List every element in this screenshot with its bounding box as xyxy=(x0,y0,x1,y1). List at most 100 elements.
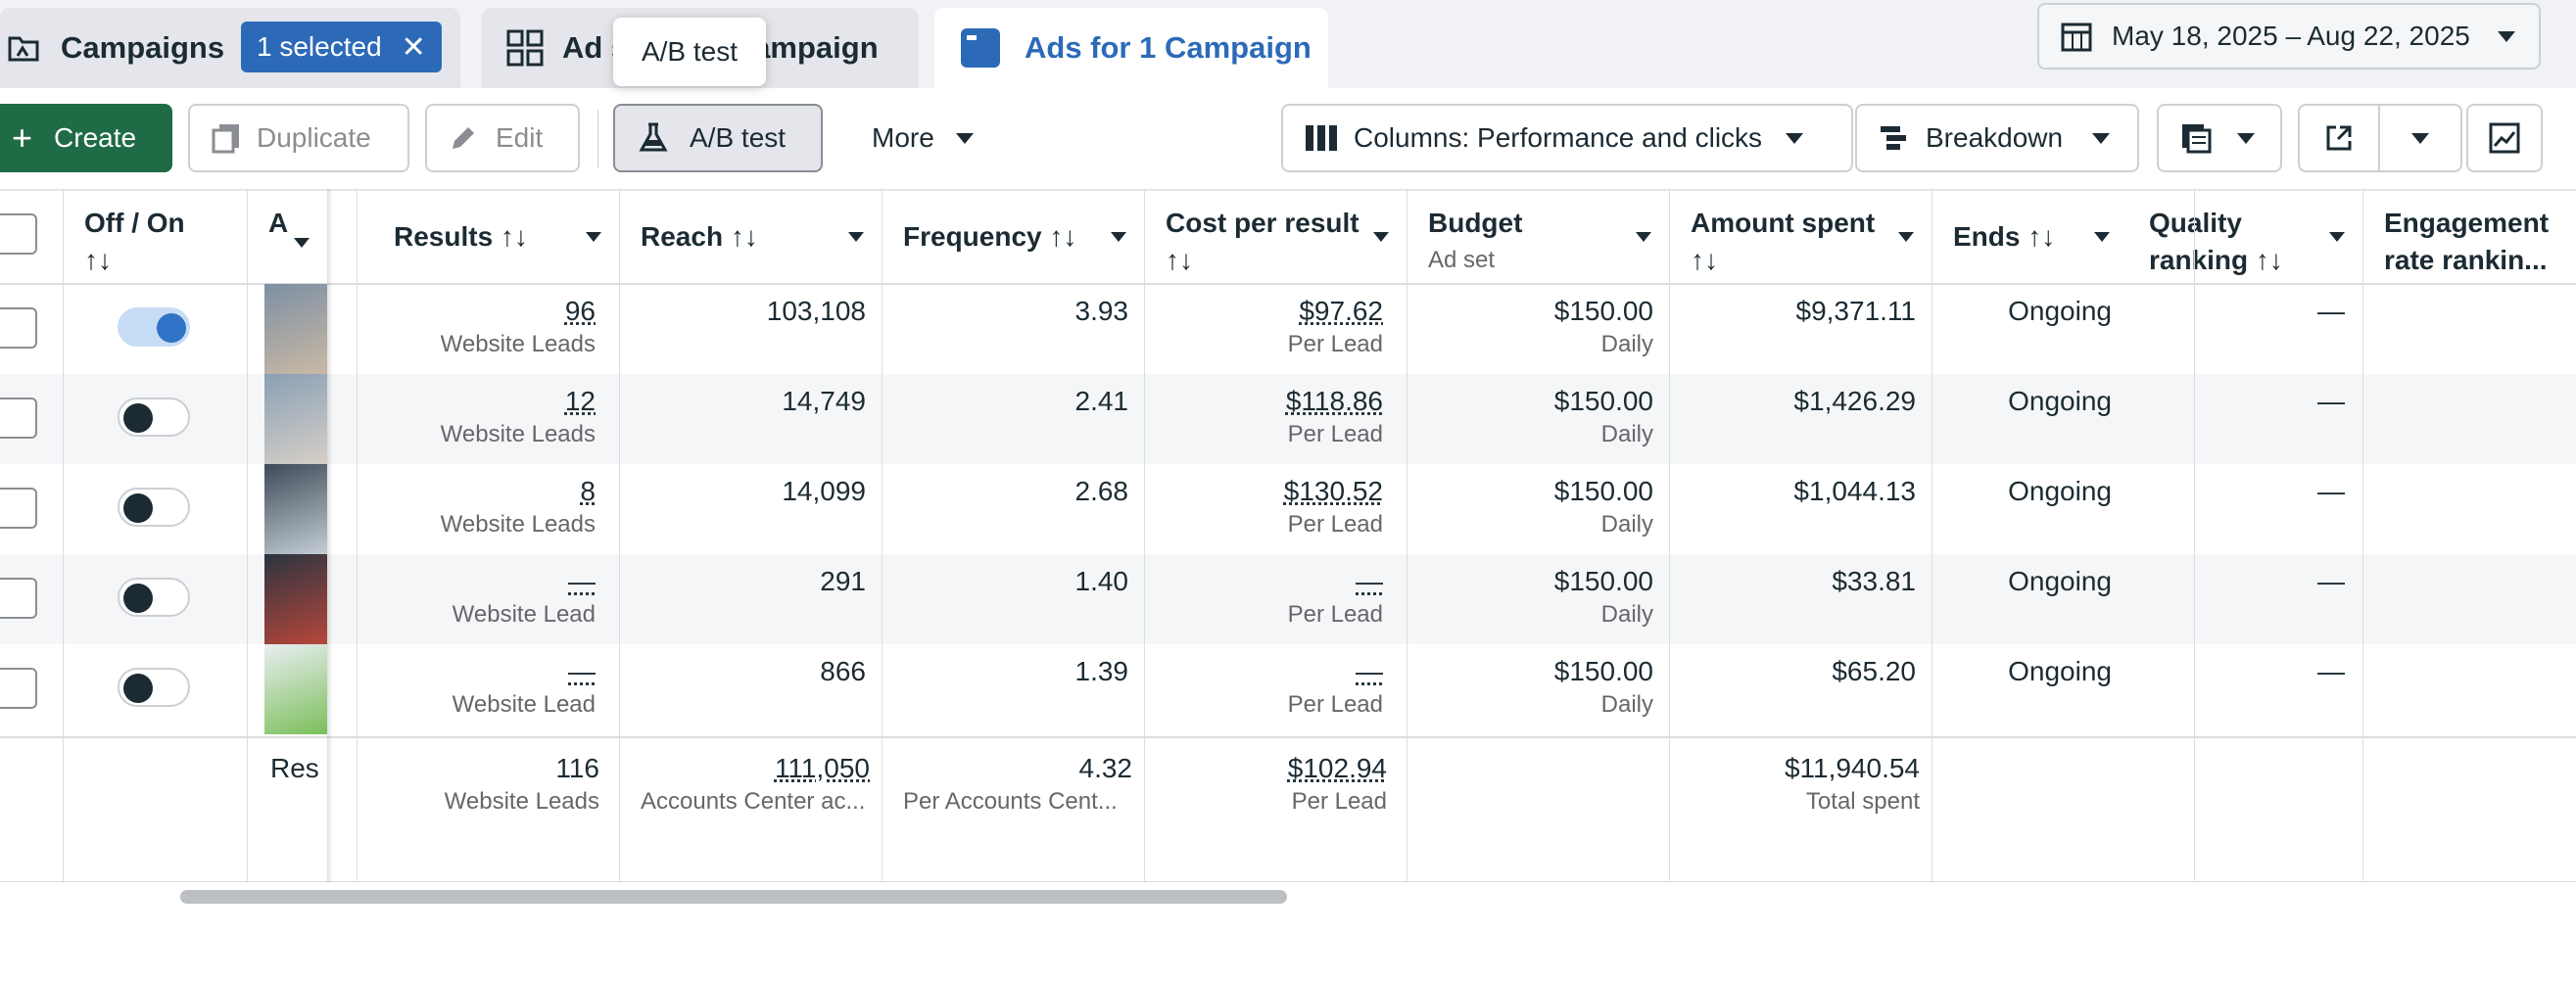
budget-sub: Daily xyxy=(1600,511,1653,538)
results-value[interactable]: 12 xyxy=(564,386,596,416)
chevron-down-icon[interactable] xyxy=(1373,232,1389,242)
on-off-toggle[interactable] xyxy=(118,398,190,437)
row-checkbox[interactable] xyxy=(0,398,37,439)
results-value[interactable]: — xyxy=(568,656,596,686)
on-off-toggle[interactable] xyxy=(118,488,190,527)
row-checkbox[interactable] xyxy=(0,668,37,709)
amount-spent-cell: $65.20 xyxy=(1832,656,1916,686)
duplicate-icon xyxy=(212,122,241,154)
cpr-value[interactable]: $130.52 xyxy=(1283,476,1383,506)
budget-value[interactable]: $150.00 xyxy=(1553,656,1653,686)
chevron-down-icon[interactable] xyxy=(848,232,864,242)
col-header-ad[interactable]: A xyxy=(268,208,289,238)
more-button[interactable]: More xyxy=(844,104,991,172)
table-row[interactable]: 96 Website Leads 103,108 3.93 $97.62 Per Lead… xyxy=(0,284,2576,374)
col-header-budget[interactable]: Budget Ad set xyxy=(1428,205,1522,279)
sort-icon[interactable]: ↑↓ xyxy=(1691,245,1718,275)
chevron-down-icon[interactable] xyxy=(1636,232,1651,242)
cpr-sub: Per Lead xyxy=(1287,331,1383,357)
table-row[interactable]: — Website Lead 291 1.40 — Per Lead $150.00 Dail… xyxy=(0,554,2576,644)
cost-per-result-cell: — Per Lead xyxy=(1288,566,1383,629)
col-header-frequency[interactable]: Frequency ↑↓ xyxy=(903,221,1077,252)
cost-per-result-cell: $118.86 Per Lead xyxy=(1286,386,1383,448)
column-divider xyxy=(247,189,248,882)
edit-button[interactable]: Edit xyxy=(425,104,580,172)
chevron-down-icon[interactable] xyxy=(294,238,310,248)
col-header-results[interactable]: Results ↑↓ xyxy=(394,221,528,252)
col-header-amount-spent[interactable]: Amount spent ↑↓ xyxy=(1691,205,1875,279)
date-range-picker[interactable]: May 18, 2025 – Aug 22, 2025 xyxy=(2037,3,2541,70)
column-divider xyxy=(882,189,883,882)
reports-icon xyxy=(2180,122,2212,154)
ad-thumbnail[interactable] xyxy=(264,554,327,644)
close-icon[interactable]: ✕ xyxy=(401,30,426,64)
totals-frequency-value: 4.32 xyxy=(1078,753,1133,783)
budget-value[interactable]: $150.00 xyxy=(1553,476,1653,506)
horizontal-scrollbar[interactable] xyxy=(180,890,1287,904)
reach-cell: 14,749 xyxy=(782,386,866,416)
chevron-down-icon xyxy=(1786,132,1804,144)
chevron-down-icon[interactable] xyxy=(2094,232,2110,242)
row-checkbox[interactable] xyxy=(0,307,37,349)
select-all-checkbox[interactable] xyxy=(0,213,37,255)
chevron-down-icon[interactable] xyxy=(1111,232,1126,242)
date-range-label: May 18, 2025 – Aug 22, 2025 xyxy=(2112,21,2470,51)
ad-thumbnail[interactable] xyxy=(264,284,327,374)
ad-thumbnail[interactable] xyxy=(264,644,327,734)
export-dropdown-button[interactable] xyxy=(2378,104,2462,172)
cpr-value[interactable]: $97.62 xyxy=(1299,296,1383,326)
col-header-cost-per-result[interactable]: Cost per result ↑↓ xyxy=(1166,205,1360,279)
results-value[interactable]: 8 xyxy=(580,476,596,506)
on-off-toggle[interactable] xyxy=(118,307,190,347)
col-header-reach[interactable]: Reach ↑↓ xyxy=(641,221,758,252)
results-value[interactable]: 96 xyxy=(564,296,596,326)
totals-cpr-value[interactable]: $102.94 xyxy=(1287,753,1387,783)
budget-value[interactable]: $150.00 xyxy=(1553,296,1653,326)
toggle-knob xyxy=(123,493,153,523)
cpr-value[interactable]: — xyxy=(1356,566,1383,596)
chevron-down-icon[interactable] xyxy=(1898,232,1914,242)
sort-icon[interactable]: ↑↓ xyxy=(84,245,112,275)
results-value[interactable]: — xyxy=(568,566,596,596)
sort-icon[interactable]: ↑↓ xyxy=(1166,245,1193,275)
column-divider xyxy=(1669,189,1670,882)
table-row[interactable]: 8 Website Leads 14,099 2.68 $130.52 Per Lead $… xyxy=(0,464,2576,554)
col-header-spent-label: Amount spent xyxy=(1691,208,1876,238)
frozen-column-shadow xyxy=(327,189,333,882)
budget-value[interactable]: $150.00 xyxy=(1553,386,1653,416)
selected-chip[interactable]: 1 selected ✕ xyxy=(241,22,442,72)
frequency-cell: 2.68 xyxy=(1074,476,1129,506)
budget-sub: Daily xyxy=(1600,601,1653,628)
charts-button[interactable] xyxy=(2466,104,2543,172)
reports-button[interactable] xyxy=(2157,104,2282,172)
toggle-knob xyxy=(157,313,186,343)
cpr-value[interactable]: — xyxy=(1356,656,1383,686)
abtest-button[interactable]: A/B test xyxy=(613,104,823,172)
col-header-quality[interactable]: Quality ranking ↑↓ xyxy=(2149,205,2283,279)
totals-reach-value[interactable]: 111,050 xyxy=(774,753,870,783)
ad-thumbnail[interactable] xyxy=(264,464,327,554)
chevron-down-icon[interactable] xyxy=(586,232,601,242)
chevron-down-icon[interactable] xyxy=(2329,232,2345,242)
export-button[interactable] xyxy=(2298,104,2380,172)
row-checkbox[interactable] xyxy=(0,578,37,619)
table-row[interactable]: — Website Lead 866 1.39 — Per Lead $150.00 Dail… xyxy=(0,644,2576,734)
table-row[interactable]: 12 Website Leads 14,749 2.41 $118.86 Per Lead… xyxy=(0,374,2576,464)
ad-thumbnail[interactable] xyxy=(264,374,327,464)
columns-button[interactable]: Columns: Performance and clicks xyxy=(1281,104,1853,172)
col-header-engagement[interactable]: Engagement rate rankin... xyxy=(2384,205,2549,279)
col-header-ends[interactable]: Ends ↑↓ xyxy=(1953,221,2056,252)
on-off-toggle[interactable] xyxy=(118,578,190,617)
on-off-toggle[interactable] xyxy=(118,668,190,707)
create-button[interactable]: + Create xyxy=(0,104,172,172)
tab-ads[interactable]: Ads for 1 Campaign xyxy=(934,8,1328,88)
results-sub: Website Leads xyxy=(440,421,596,447)
row-checkbox[interactable] xyxy=(0,488,37,529)
cpr-value[interactable]: $118.86 xyxy=(1285,386,1383,416)
budget-cell: $150.00 Daily xyxy=(1554,476,1653,538)
col-header-offon[interactable]: Off / On ↑↓ xyxy=(84,205,185,279)
budget-value[interactable]: $150.00 xyxy=(1553,566,1653,596)
breakdown-button[interactable]: Breakdown xyxy=(1855,104,2139,172)
duplicate-button[interactable]: Duplicate xyxy=(188,104,409,172)
breakdown-label: Breakdown xyxy=(1926,122,2064,153)
